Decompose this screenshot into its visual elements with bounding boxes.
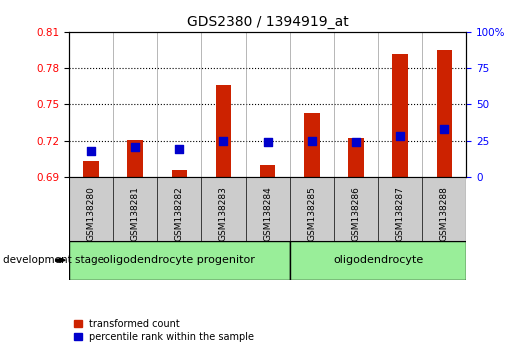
Text: GSM138284: GSM138284 (263, 187, 272, 241)
Point (396, 133, 404, 139)
Point (352, 139, 360, 145)
Bar (69, 241, 290, 280)
Bar (304, 113, 320, 177)
Text: GSM138286: GSM138286 (351, 187, 360, 241)
Point (175, 147, 183, 152)
Bar (216, 85, 231, 177)
Bar (392, 53, 408, 177)
Bar (260, 165, 276, 177)
Title: GDS2380 / 1394919_at: GDS2380 / 1394919_at (187, 16, 349, 29)
Point (219, 138, 228, 144)
Point (87, 148, 95, 154)
Bar (172, 170, 187, 177)
Text: GSM138287: GSM138287 (396, 187, 404, 241)
Text: GSM138282: GSM138282 (175, 187, 184, 241)
Text: GSM138281: GSM138281 (131, 187, 139, 241)
Text: GSM138288: GSM138288 (440, 187, 449, 241)
Point (307, 138, 316, 144)
Point (440, 126, 448, 132)
Bar (437, 50, 452, 177)
Text: oligodendrocyte: oligodendrocyte (333, 255, 423, 265)
Text: oligodendrocyte progenitor: oligodendrocyte progenitor (103, 255, 255, 265)
Bar (290, 241, 466, 280)
Point (131, 144, 139, 149)
Bar (83, 161, 99, 177)
Text: GSM138283: GSM138283 (219, 187, 228, 241)
Legend: transformed count, percentile rank within the sample: transformed count, percentile rank withi… (74, 319, 254, 342)
Bar (348, 138, 364, 177)
Text: GSM138285: GSM138285 (307, 187, 316, 241)
Text: GSM138280: GSM138280 (86, 187, 95, 241)
Bar (127, 139, 143, 177)
Point (263, 139, 272, 145)
Text: development stage: development stage (3, 255, 104, 265)
